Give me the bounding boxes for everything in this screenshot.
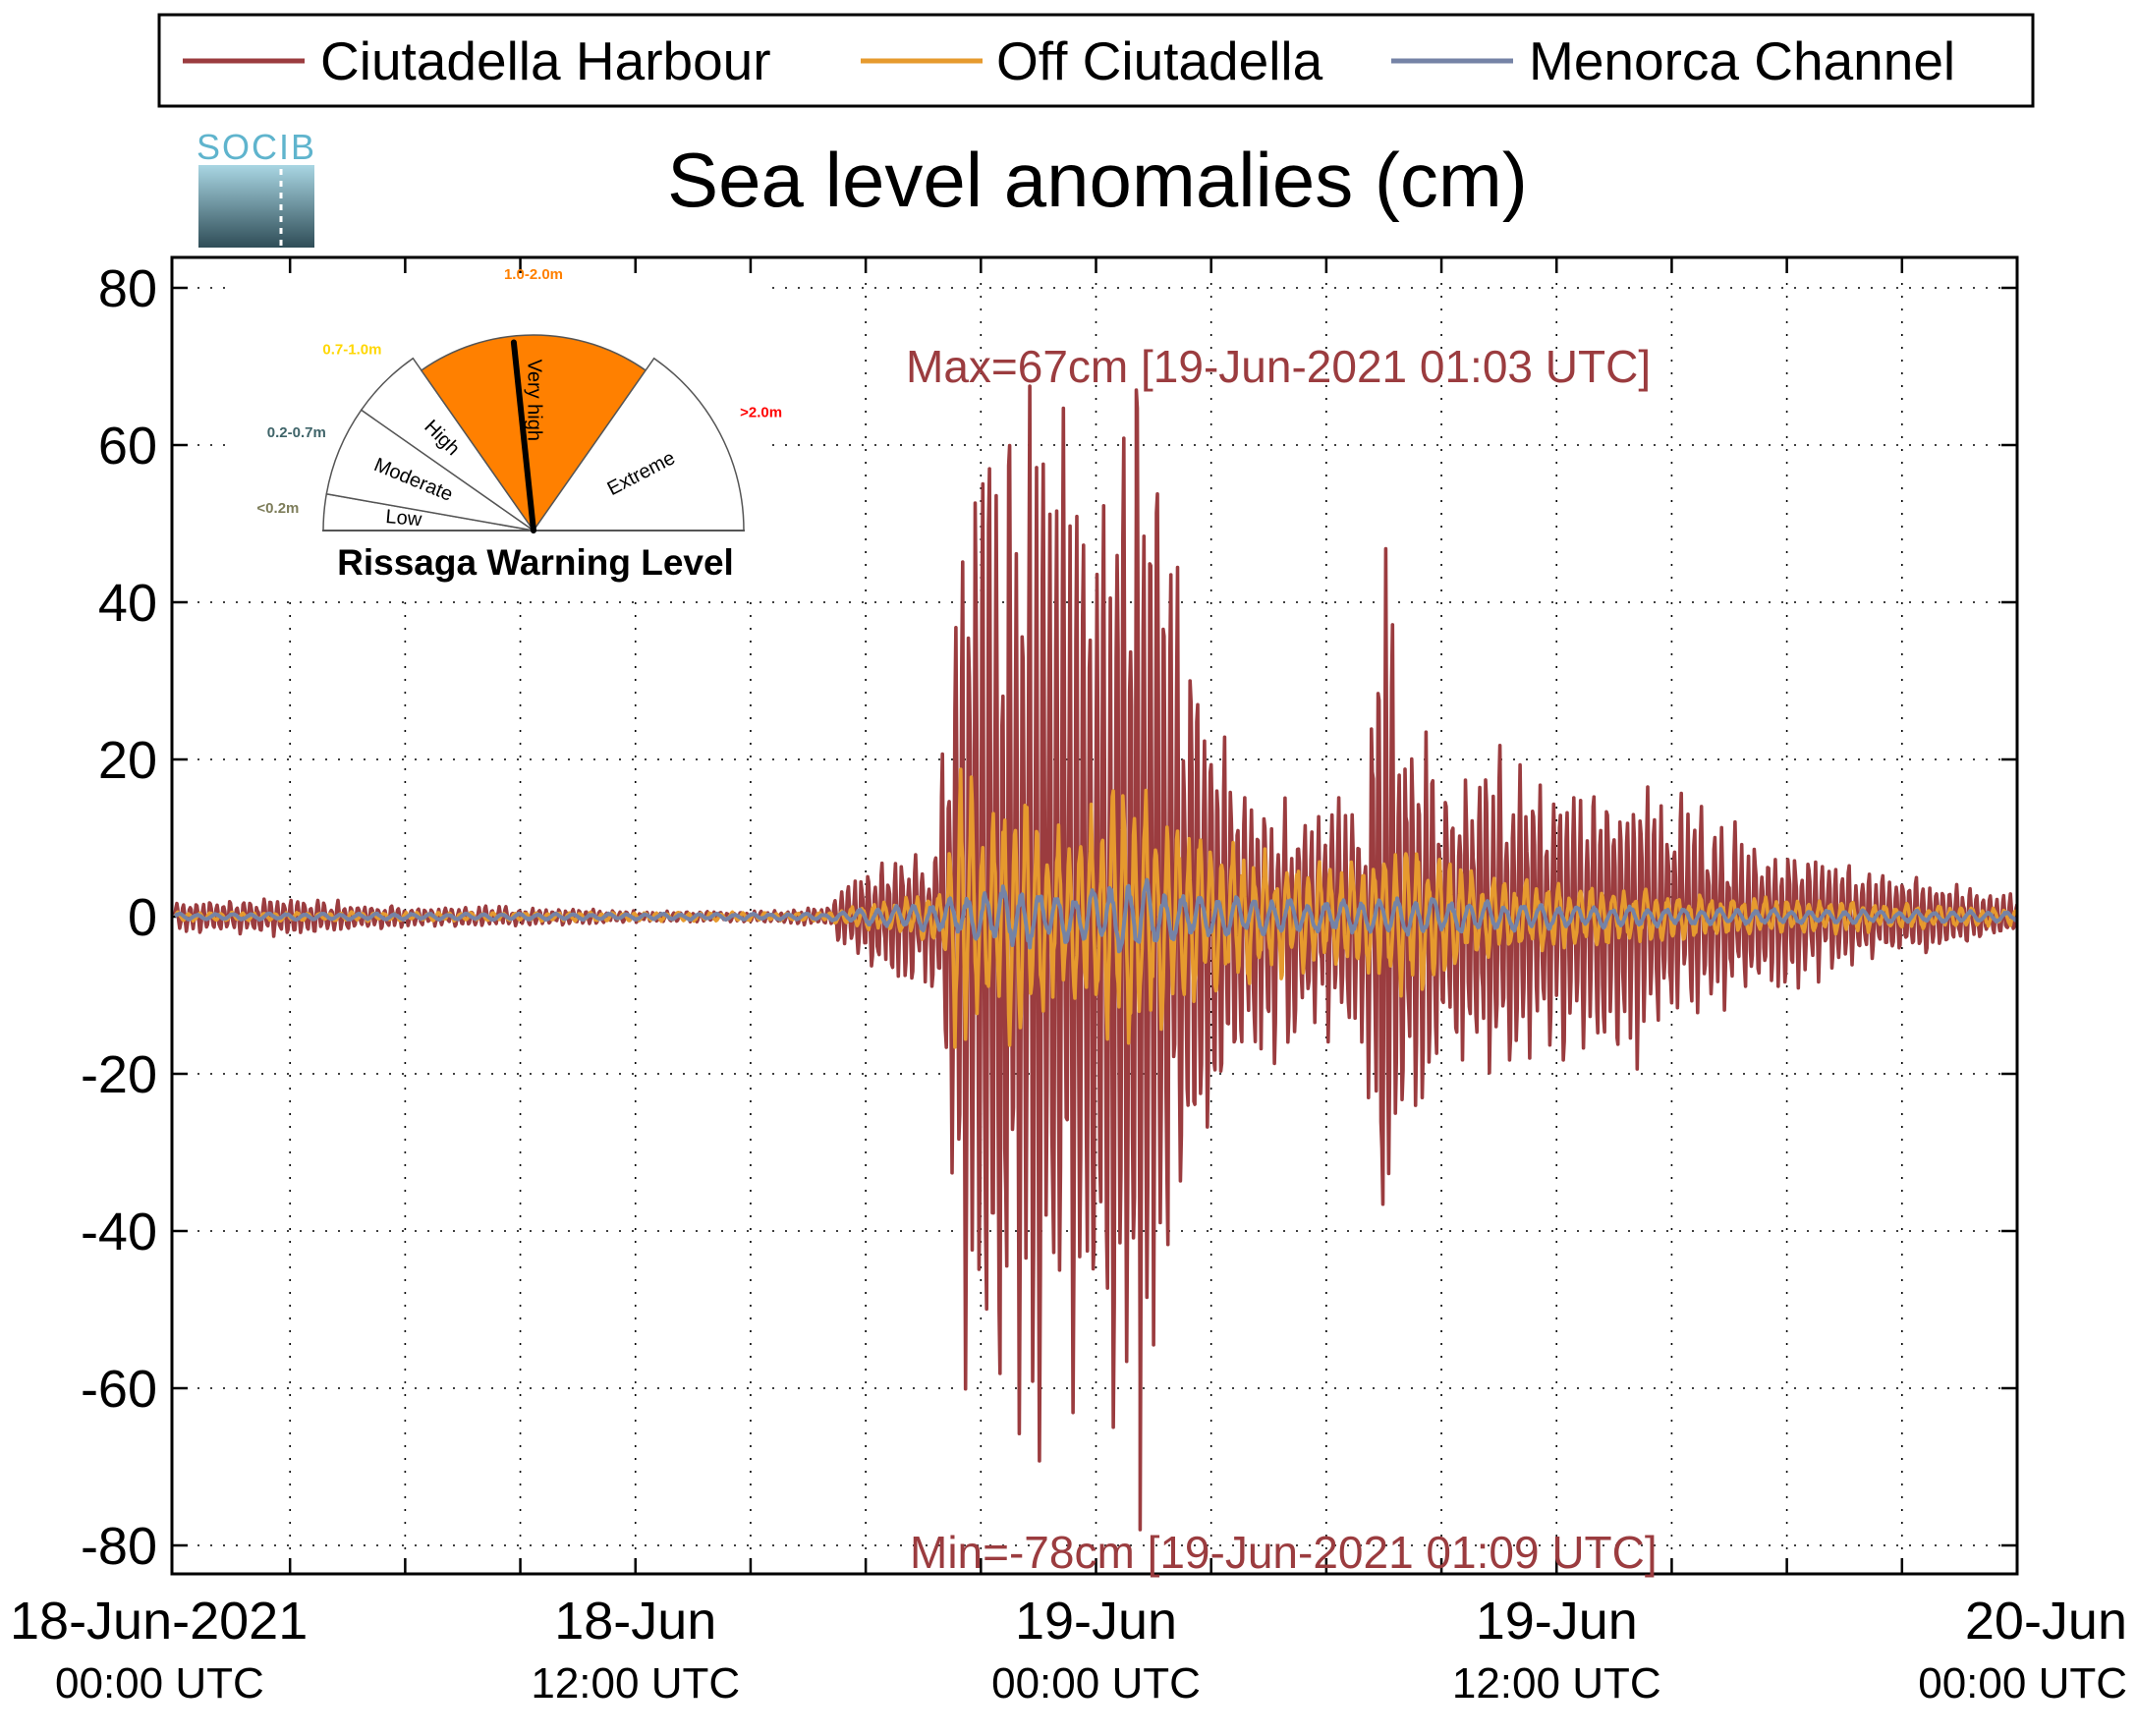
legend-label-channel: Menorca Channel (1529, 30, 1955, 91)
socib-logo: SOCIB (197, 127, 316, 248)
x-tick-date-label: 18-Jun-2021 (10, 1592, 308, 1651)
gauge-sector (420, 334, 647, 532)
series-menorca-channel (173, 877, 2017, 954)
y-tick-label: -60 (81, 1360, 157, 1419)
gauge-range-label: >2.0m (740, 404, 782, 420)
x-tick-date-label: 20-Jun (1965, 1592, 2127, 1651)
y-tick-label: 20 (98, 731, 157, 790)
y-tick-label: -40 (81, 1203, 157, 1261)
gauge-title: Rissaga Warning Level (337, 542, 734, 583)
x-tick-date-label: 19-Jun (1015, 1592, 1177, 1651)
x-tick-date-label: 18-Jun (554, 1592, 716, 1651)
y-tick-label: 40 (98, 574, 157, 633)
x-tick-date-label: 19-Jun (1476, 1592, 1638, 1651)
legend: Ciutadella Harbour Off Ciutadella Menorc… (157, 13, 2035, 108)
gauge-sector-label: Very high (524, 360, 545, 441)
x-tick-time-label: 00:00 UTC (1918, 1659, 2127, 1708)
gauge-needle (510, 339, 536, 533)
y-tick-label: -20 (81, 1045, 157, 1104)
legend-label-off: Off Ciutadella (996, 30, 1323, 91)
y-axis: 80 60 40 20 0 -20 -40 -60 -80 (81, 259, 2017, 1576)
gauge-range-label: 0.7-1.0m (322, 341, 381, 358)
socib-logo-text: SOCIB (197, 127, 316, 167)
plot-frame (170, 255, 2019, 1576)
series-ciutadella-harbour (173, 384, 2017, 1532)
x-axis: 18-Jun-2021 00:00 UTC 18-Jun 12:00 UTC 19-Ju… (10, 257, 2127, 1708)
x-tick-time-label: 12:00 UTC (531, 1659, 740, 1708)
y-tick-label: 60 (98, 417, 157, 476)
chart-title: Sea level anomalies (cm) (667, 137, 1528, 223)
x-tick-time-label: 00:00 UTC (55, 1659, 264, 1708)
max-annotation: Max=67cm [19-Jun-2021 01:03 UTC] (906, 341, 1651, 392)
legend-label-harbour: Ciutadella Harbour (320, 30, 771, 91)
gauge-range-label: 1.0-2.0m (504, 266, 563, 283)
x-tick-time-label: 00:00 UTC (991, 1659, 1201, 1708)
x-tick-time-label: 12:00 UTC (1452, 1659, 1661, 1708)
gauge-range-label: <0.2m (256, 500, 299, 517)
y-tick-label: 0 (128, 888, 157, 947)
y-tick-label: 80 (98, 259, 157, 318)
gauge-range-label: 0.2-0.7m (267, 424, 326, 441)
y-tick-label: -80 (81, 1517, 157, 1576)
gauge-sector (360, 357, 534, 532)
gauge-sector (532, 357, 745, 532)
min-annotation: Min=-78cm [19-Jun-2021 01:09 UTC] (910, 1527, 1658, 1578)
